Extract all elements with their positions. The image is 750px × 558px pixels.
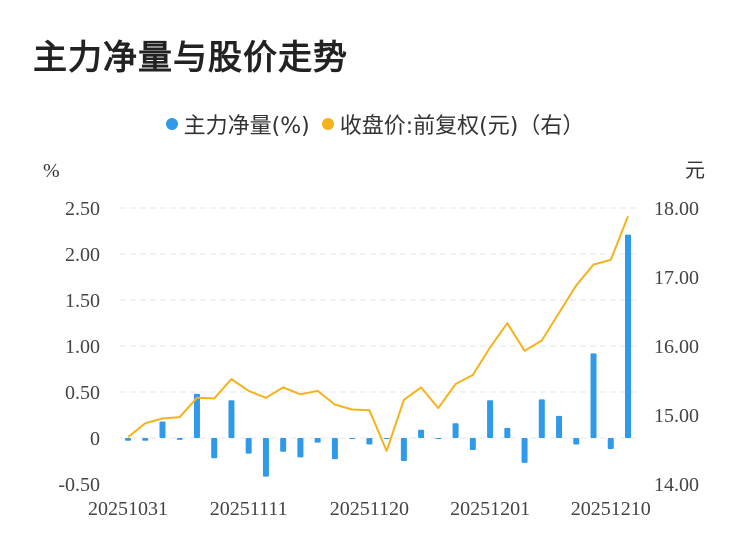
grid-lines xyxy=(120,207,636,439)
legend-line-swatch xyxy=(321,118,334,130)
bar-mark[interactable] xyxy=(349,438,356,439)
x-axis: 20251031 20251111 20251120 20251201 20251210 xyxy=(88,498,651,520)
bar-mark[interactable] xyxy=(383,438,390,439)
x-tick-label: 20251210 xyxy=(571,498,651,520)
bar-mark[interactable] xyxy=(521,438,528,463)
legend-item-close-price[interactable]: 收盘价:前复权(元)（右） xyxy=(321,108,585,140)
x-tick-label: 20251031 xyxy=(88,498,168,520)
bar-mark[interactable] xyxy=(366,438,373,445)
y-right-tick-label: 17.00 xyxy=(654,267,699,289)
chart-title: 主力净量与股价走势 xyxy=(33,38,348,78)
bar-mark[interactable] xyxy=(504,427,511,438)
bar-mark[interactable] xyxy=(193,393,200,438)
bar-mark[interactable] xyxy=(607,438,614,450)
bar-mark[interactable] xyxy=(297,438,304,458)
bar-mark[interactable] xyxy=(331,438,338,460)
x-tick-label: 20251111 xyxy=(210,498,288,520)
bar-mark[interactable] xyxy=(590,353,597,438)
close-price-line[interactable] xyxy=(127,215,629,452)
y-right-axis: 18.00 17.00 16.00 15.00 14.00 xyxy=(654,198,699,496)
y-left-tick-label: 2.00 xyxy=(65,244,100,266)
chart-legend: 主力净量(%) 收盘价:前复权(元)（右） xyxy=(0,108,750,140)
legend-item-main-net[interactable]: 主力净量(%) xyxy=(165,108,310,140)
bar-mark[interactable] xyxy=(262,438,269,477)
bar-mark[interactable] xyxy=(469,438,476,450)
x-tick-label: 20251201 xyxy=(450,498,530,520)
bar-mark[interactable] xyxy=(125,438,131,441)
y-right-tick-label: 18.00 xyxy=(654,198,699,220)
y-left-tick-label: 0 xyxy=(90,428,100,450)
bar-mark[interactable] xyxy=(452,423,459,438)
y-right-unit: 元 xyxy=(685,160,705,182)
bar-mark[interactable] xyxy=(573,438,580,445)
legend-label-close-price: 收盘价:前复权(元)（右） xyxy=(339,114,585,139)
bar-mark[interactable] xyxy=(487,400,494,438)
bar-mark[interactable] xyxy=(538,399,545,438)
bar-mark[interactable] xyxy=(314,438,321,443)
bar-mark[interactable] xyxy=(159,421,166,438)
y-left-tick-label: 1.50 xyxy=(65,290,100,312)
bar-mark[interactable] xyxy=(418,429,425,438)
bar-series xyxy=(125,234,631,477)
x-tick-label: 20251120 xyxy=(330,498,409,520)
bar-mark[interactable] xyxy=(228,400,235,438)
bar-mark[interactable] xyxy=(245,438,252,454)
y-right-tick-label: 15.00 xyxy=(654,405,699,427)
y-left-tick-label: 0.50 xyxy=(65,382,100,404)
y-left-axis: 2.50 2.00 1.50 1.00 0.50 0 -0.50 xyxy=(58,198,100,496)
y-right-tick-label: 14.00 xyxy=(654,474,699,496)
bar-mark[interactable] xyxy=(556,415,563,438)
legend-bar-swatch xyxy=(165,118,178,130)
bar-mark[interactable] xyxy=(400,438,407,461)
y-left-tick-label: 1.00 xyxy=(65,336,100,358)
y-right-tick-label: 16.00 xyxy=(654,336,699,358)
line-series xyxy=(127,215,629,452)
y-left-tick-label: 2.50 xyxy=(65,198,100,220)
bar-mark[interactable] xyxy=(435,438,442,439)
bar-mark[interactable] xyxy=(625,234,631,438)
y-left-tick-label: -0.50 xyxy=(58,474,100,496)
bar-mark[interactable] xyxy=(142,438,149,441)
bar-mark[interactable] xyxy=(176,438,183,440)
bar-mark[interactable] xyxy=(280,438,287,452)
bar-mark[interactable] xyxy=(211,438,218,459)
y-left-unit: % xyxy=(43,160,60,182)
legend-label-main-net: 主力净量(%) xyxy=(183,114,310,139)
